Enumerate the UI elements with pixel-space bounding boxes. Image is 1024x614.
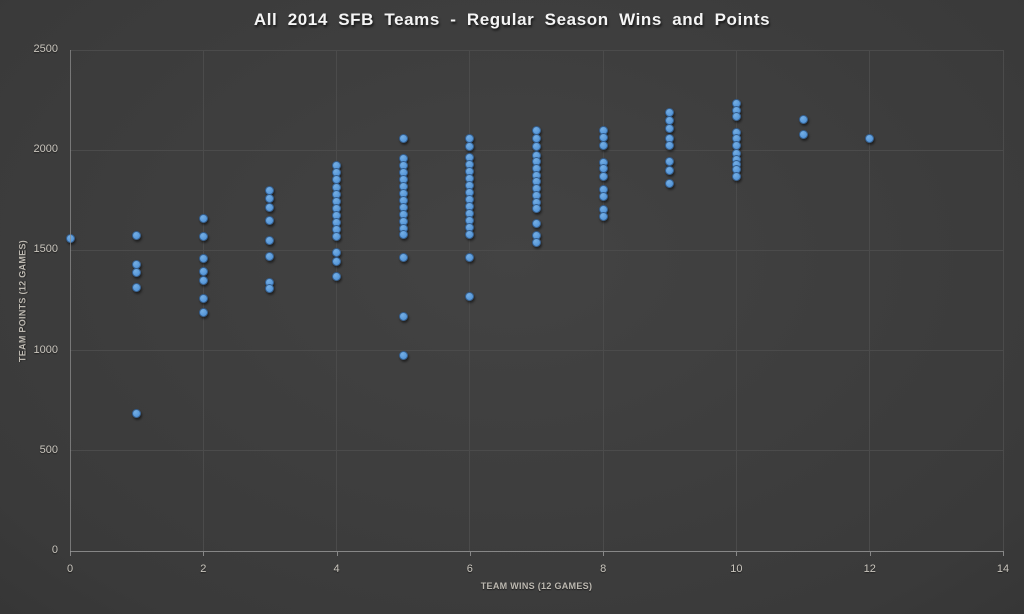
data-point	[865, 133, 875, 143]
gridline-horizontal	[70, 49, 1003, 51]
gridline-vertical	[869, 50, 871, 551]
data-point	[532, 237, 541, 247]
data-point	[132, 282, 142, 292]
data-point	[198, 253, 208, 263]
data-point	[332, 231, 342, 241]
data-point	[598, 171, 608, 181]
data-point	[398, 252, 408, 262]
y-tick-label: 500	[39, 443, 58, 456]
x-axis-title: TEAM WINS (12 GAMES)	[480, 581, 593, 591]
x-tick-mark	[736, 552, 738, 556]
data-point	[332, 247, 342, 257]
data-point	[398, 133, 408, 143]
data-point	[265, 202, 275, 212]
data-point	[465, 229, 475, 239]
x-tick-label: 14	[996, 563, 1010, 575]
x-axis-line	[70, 551, 1004, 552]
data-point	[198, 213, 208, 223]
x-tick-mark	[70, 552, 71, 556]
data-point	[332, 256, 342, 266]
data-point	[398, 229, 408, 239]
gridline-horizontal	[70, 450, 1003, 452]
x-tick-mark	[603, 552, 605, 556]
data-point	[198, 266, 208, 276]
gridline-vertical	[336, 50, 338, 551]
y-tick-label: 1500	[33, 243, 58, 256]
x-tick-label: 4	[333, 563, 340, 575]
y-tick-label: 1000	[33, 343, 58, 356]
data-point	[731, 111, 741, 121]
x-tick-mark	[203, 552, 205, 556]
gridline-horizontal	[70, 249, 1003, 251]
data-point	[798, 129, 808, 139]
data-point	[665, 156, 675, 166]
data-point	[532, 141, 541, 151]
data-point	[265, 215, 275, 225]
data-point	[132, 267, 142, 277]
x-tick-label: 12	[863, 563, 876, 575]
data-point	[132, 409, 142, 419]
data-point	[265, 251, 275, 261]
data-point	[198, 293, 208, 303]
data-point	[265, 235, 275, 245]
x-tick-mark	[1003, 552, 1004, 556]
data-point	[198, 231, 208, 241]
data-point	[465, 291, 475, 301]
gridline-vertical	[1002, 50, 1004, 551]
chart-title: All 2014 SFB Teams - Regular Season Wins…	[253, 10, 771, 29]
gridline-horizontal	[70, 350, 1003, 352]
data-point	[731, 171, 741, 181]
data-point	[598, 140, 608, 150]
data-point	[798, 114, 808, 124]
y-tick-label: 2000	[33, 143, 58, 156]
x-tick-mark	[869, 552, 871, 556]
x-tick-mark	[469, 552, 471, 556]
plot-area	[65, 49, 1004, 551]
gridline-vertical	[602, 50, 604, 551]
data-point	[265, 283, 275, 293]
y-axis-title: TEAM POINTS (12 GAMES)	[17, 239, 28, 363]
x-tick-label: 0	[66, 563, 74, 575]
data-point	[132, 230, 142, 240]
data-point	[532, 218, 541, 228]
y-tick-label: 2500	[33, 43, 58, 55]
data-point	[398, 312, 408, 322]
data-point	[398, 351, 408, 361]
data-point	[265, 193, 275, 203]
data-point	[198, 275, 208, 285]
data-point	[465, 252, 475, 262]
y-axis-line	[70, 50, 71, 552]
data-point	[665, 178, 675, 188]
x-tick-mark	[336, 552, 338, 556]
data-point	[465, 141, 475, 151]
x-tick-label: 8	[600, 563, 607, 575]
data-point	[665, 165, 675, 175]
data-point	[198, 308, 208, 318]
x-tick-label: 6	[466, 563, 473, 575]
y-tick-label: 0	[51, 544, 58, 556]
data-point	[532, 203, 541, 213]
gridline-vertical	[735, 50, 737, 551]
data-point	[332, 271, 342, 281]
data-point	[598, 191, 608, 201]
data-point	[665, 140, 675, 150]
x-tick-label: 2	[200, 563, 207, 575]
data-point	[598, 211, 608, 221]
data-point	[665, 123, 675, 133]
x-tick-label: 10	[730, 563, 743, 575]
